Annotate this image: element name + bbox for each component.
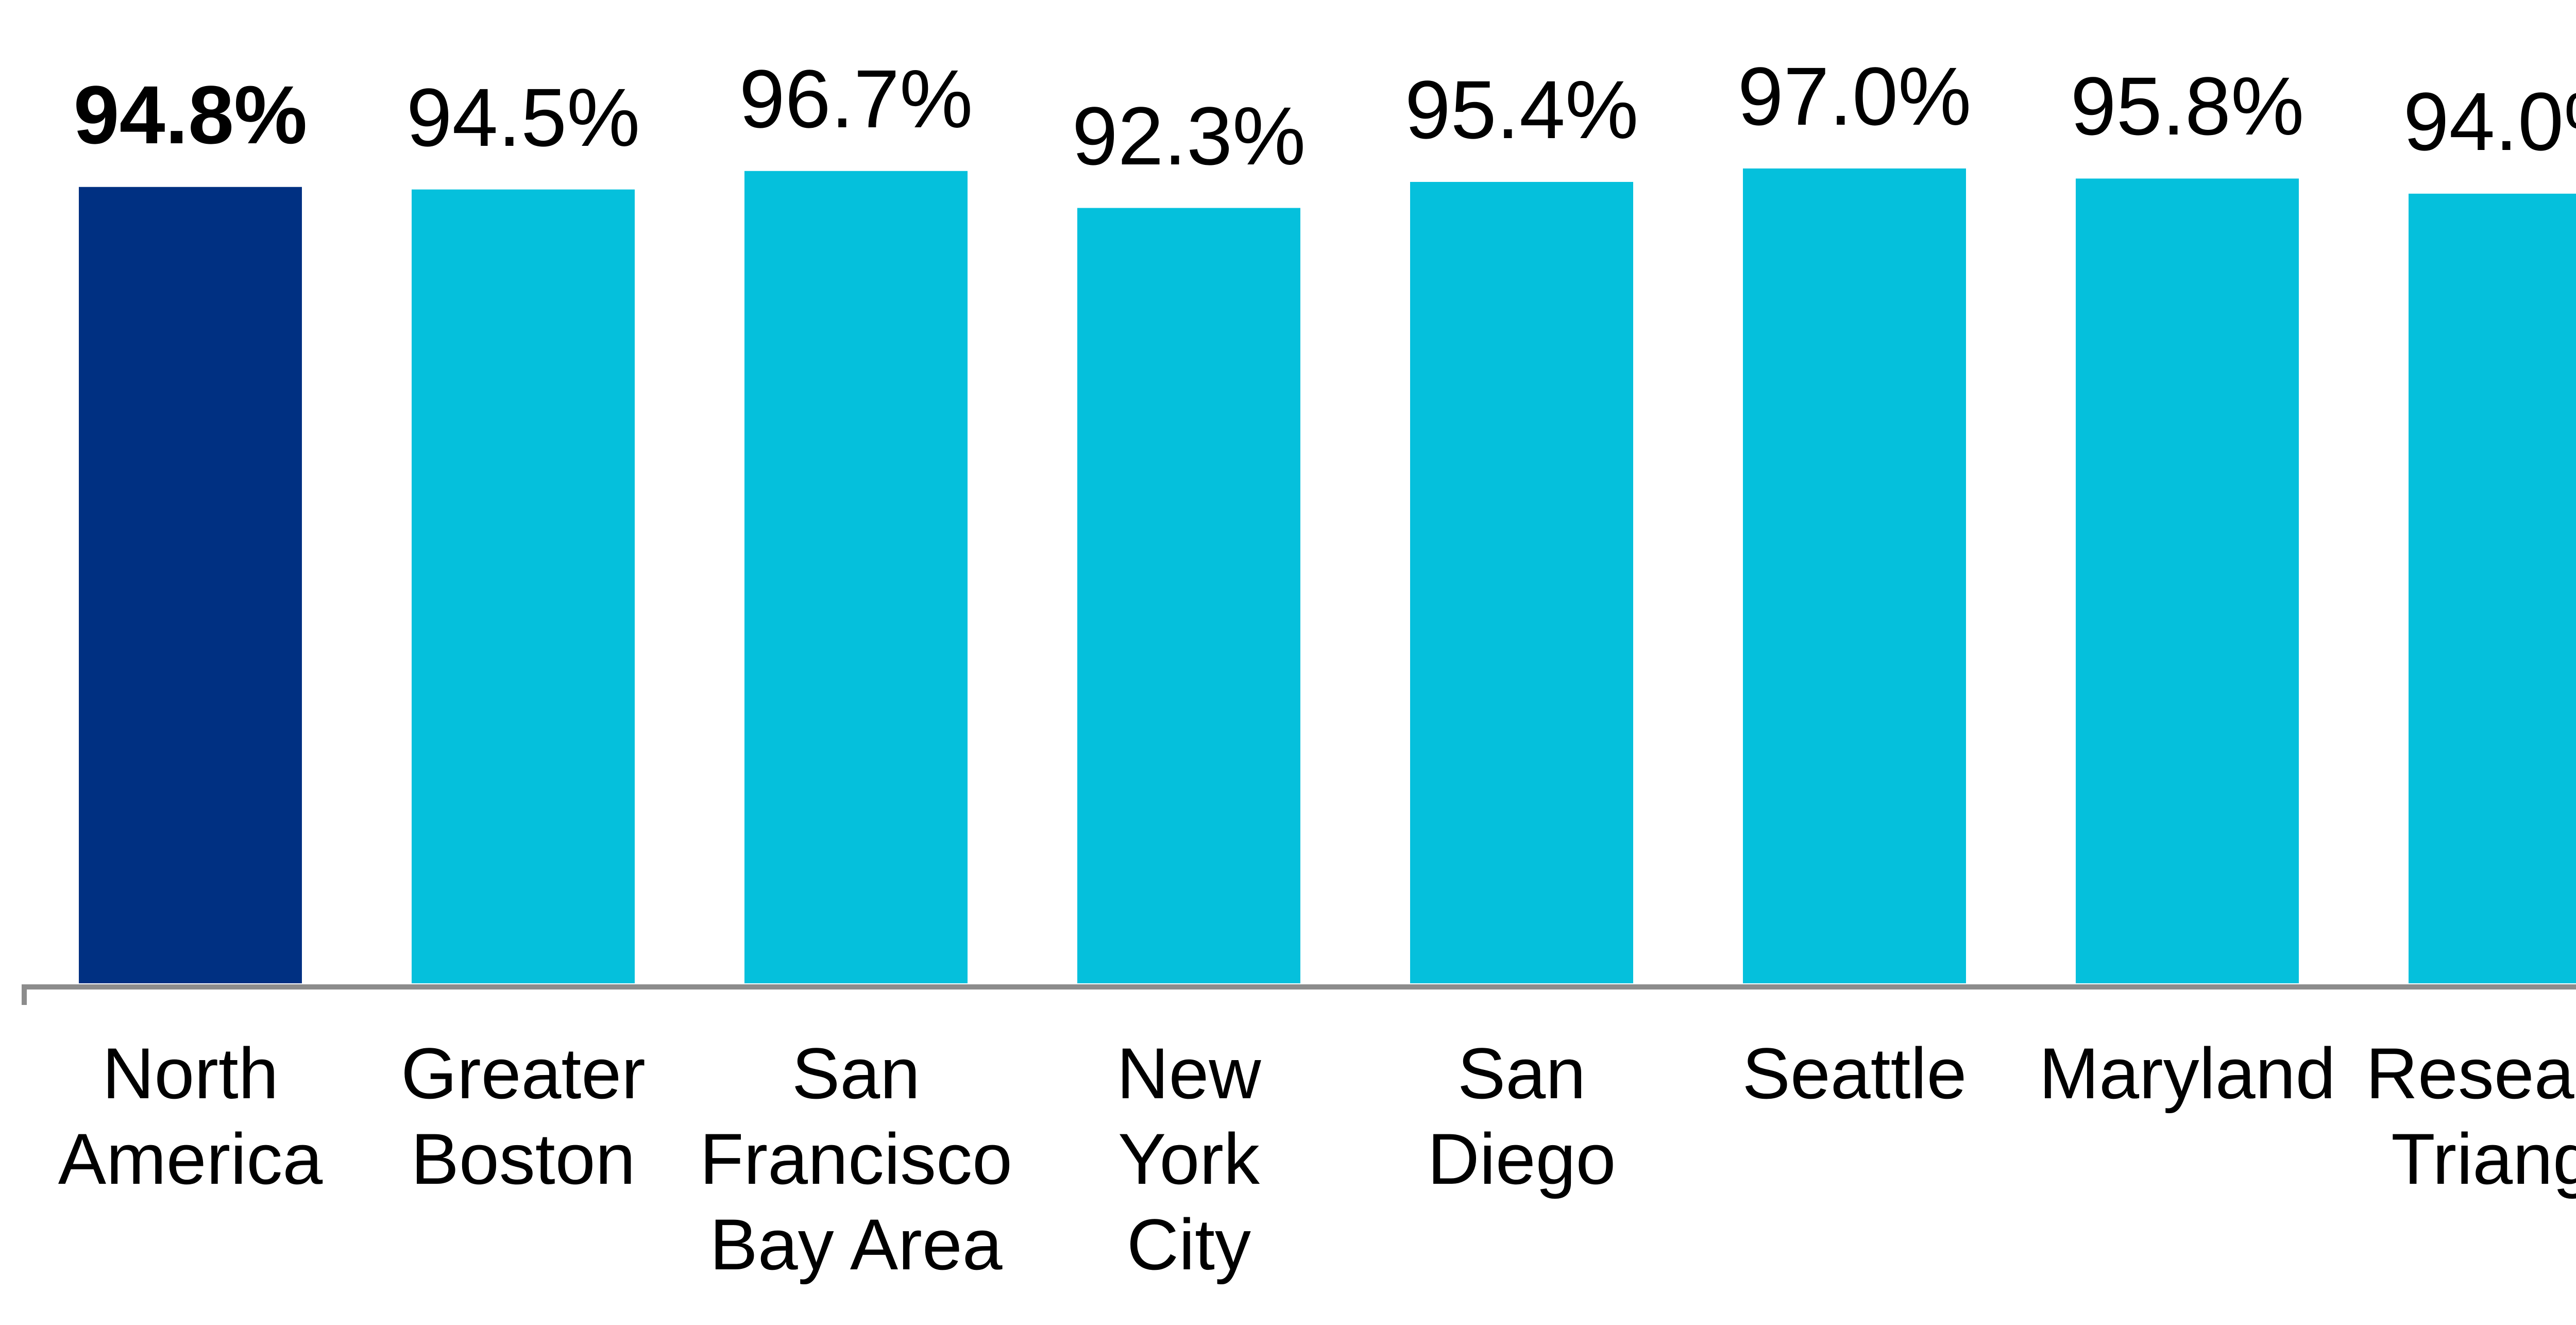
bar [1077,208,1300,983]
bar [2076,178,2299,984]
x-tick-label: Research Triangle [2365,1033,2576,1199]
data-label: 97.0% [1737,49,1972,142]
bar [412,189,635,983]
x-tick-label: Greater Boston [401,1033,646,1199]
data-label: 96.7% [739,52,973,145]
bar [2409,193,2576,983]
data-label: 94.5% [406,71,640,163]
x-tick-label: San Diego [1427,1033,1616,1199]
x-tick-label: Seattle [1742,1033,1967,1114]
x-tick-label: Maryland [2039,1033,2336,1114]
bar [744,171,968,983]
x-axis [22,984,2576,1005]
data-label: 94.0% [2403,75,2576,167]
data-label: 95.4% [1404,63,1639,156]
bar [1410,181,1633,984]
data-label: 92.3% [1072,89,1306,182]
bar [1743,168,1966,983]
data-label: 94.8% [73,68,308,161]
x-tick-label: North America [58,1033,323,1199]
x-tick-label: New York City [1116,1033,1261,1285]
data-label: 95.8% [2070,60,2304,153]
x-tick-label: San Francisco Bay Area [700,1033,1012,1285]
bar [79,187,302,983]
